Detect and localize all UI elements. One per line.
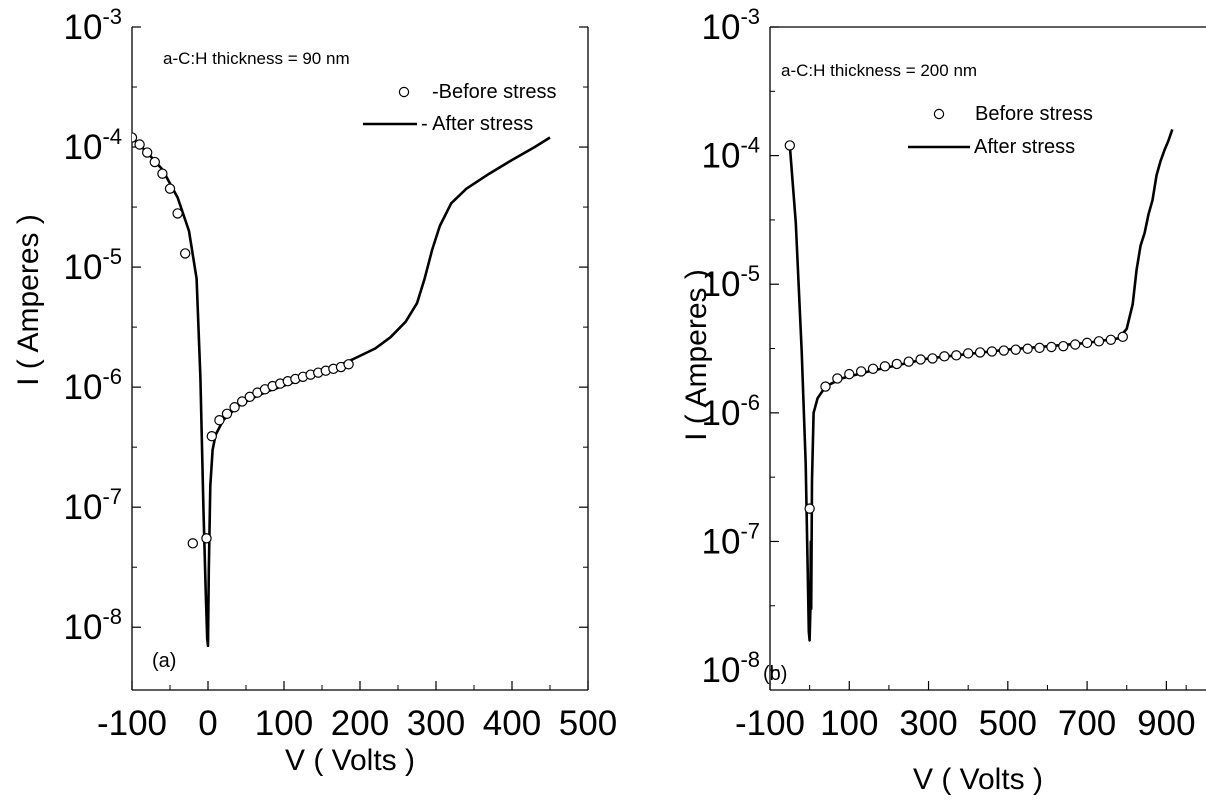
series-before-stress-point	[804, 503, 815, 514]
series-before-stress-point	[236, 396, 248, 407]
panel-label-a: (a)	[152, 650, 176, 672]
x-tick-label: 400	[483, 704, 541, 743]
series-after-stress-line	[788, 128, 1174, 642]
legend: -Before stress - After stress	[363, 81, 556, 135]
legend-before-stress-marker	[933, 108, 945, 120]
series-before-stress-point	[1105, 334, 1117, 345]
series-before-stress-point	[1069, 339, 1081, 350]
series-before-stress-point	[157, 168, 168, 179]
panel-label-b: (b)	[763, 663, 787, 685]
series-before-stress-point	[149, 156, 160, 168]
x-tick-label: -100	[735, 704, 805, 743]
x-tick-label: 200	[331, 704, 389, 743]
legend: Before stress After stress	[908, 103, 1093, 158]
y-tick-label: 10-3	[64, 4, 123, 47]
series-before-stress-point	[132, 132, 138, 143]
x-tick-label: 300	[407, 704, 465, 743]
thickness-annotation: a-C:H thickness = 90 nm	[163, 49, 350, 68]
x-tick-label: 100	[820, 704, 878, 743]
y-tick-label: 10-3	[702, 4, 761, 47]
series-before-stress-point	[1058, 340, 1069, 352]
legend-after-stress-label: - After stress	[421, 113, 533, 135]
chart-panel-a: -100 0 100 200 300 400 500 10-8 10-7 10-6 10-5 10-4…	[12, 4, 617, 777]
series-before-stress-point	[229, 402, 240, 413]
series-before-stress-point	[141, 147, 153, 158]
plot-area	[132, 132, 551, 648]
series-before-stress-point	[134, 139, 145, 150]
series-before-stress-point	[927, 353, 938, 364]
series-before-stress-point	[221, 408, 233, 419]
y-tick-label: 10-6	[64, 364, 123, 407]
series-before-stress-point	[201, 533, 212, 544]
legend-before-stress-label: -Before stress	[432, 81, 556, 103]
x-tick-label: -100	[97, 704, 167, 743]
series-before-stress-point	[891, 358, 903, 370]
series-before-stress-point	[172, 208, 183, 219]
x-axis-label: V ( Volts )	[913, 763, 1043, 796]
y-tick-label: 10-6	[702, 390, 761, 433]
series-before-stress-point	[951, 350, 962, 361]
series-before-stress-point	[903, 356, 914, 367]
thickness-annotation: a-C:H thickness = 200 nm	[781, 61, 977, 80]
y-tick-label: 10-5	[64, 244, 123, 287]
y-tick-label: 10-7	[702, 518, 761, 561]
x-axis-label: V ( Volts )	[285, 744, 415, 777]
x-tick-label: 500	[559, 704, 617, 743]
y-axis-label: I ( Amperes )	[680, 269, 713, 441]
y-tick-label: 10-5	[702, 261, 761, 304]
x-tick-label: 100	[255, 704, 313, 743]
x-tick-label: 0	[198, 704, 217, 743]
series-before-stress-point	[939, 351, 950, 362]
series-before-stress-point	[867, 363, 879, 375]
series-before-stress-point	[206, 431, 217, 442]
legend-before-stress-label: Before stress	[975, 103, 1093, 125]
series-before-stress-point	[187, 538, 198, 549]
series-before-stress-point	[998, 345, 1010, 356]
y-tick-label: 10-4	[702, 133, 761, 176]
legend-after-stress-label: After stress	[974, 136, 1075, 158]
x-tick-label: 700	[1058, 704, 1116, 743]
series-before-stress-point	[1022, 343, 1033, 354]
series-before-stress-point	[832, 373, 843, 384]
series-before-stress-point	[1093, 336, 1105, 347]
series-before-stress-point	[179, 248, 191, 259]
series-before-stress-point	[1081, 337, 1093, 349]
series-before-stress-point	[784, 140, 796, 151]
series-before-stress-point	[820, 381, 831, 392]
y-axis-label: I ( Amperes )	[12, 214, 45, 386]
plot-area	[784, 128, 1174, 642]
series-before-stress-point	[1010, 344, 1021, 355]
series-before-stress-point	[844, 368, 855, 380]
legend-before-stress-marker	[398, 86, 410, 98]
y-tick-label: 10-4	[64, 124, 123, 167]
series-before-stress-point	[164, 183, 176, 194]
series-before-stress-point	[1117, 331, 1128, 343]
chart-panel-b: -100 100 300 500 700 900 10-8 10-7 10-6 10-5 10-4 1…	[680, 4, 1206, 796]
series-before-stress-point	[915, 354, 926, 365]
series-before-stress-point	[962, 348, 974, 359]
y-tick-label: 10-7	[64, 484, 123, 527]
series-before-stress-point	[1046, 341, 1057, 353]
series-before-stress-point	[974, 347, 986, 358]
series-before-stress-point	[214, 415, 225, 426]
series-before-stress-point	[855, 366, 867, 377]
x-tick-label: 500	[979, 704, 1037, 743]
x-tick-label: 900	[1137, 704, 1195, 743]
x-tick-label: 300	[899, 704, 957, 743]
series-after-stress-line	[132, 136, 551, 648]
series-before-stress-point	[1034, 342, 1045, 354]
y-tick-label: 10-8	[64, 604, 123, 647]
series-before-stress-point	[986, 346, 998, 357]
series-before-stress-point	[343, 359, 354, 370]
series-before-stress-point	[879, 361, 891, 372]
y-tick-label: 10-8	[702, 647, 761, 690]
